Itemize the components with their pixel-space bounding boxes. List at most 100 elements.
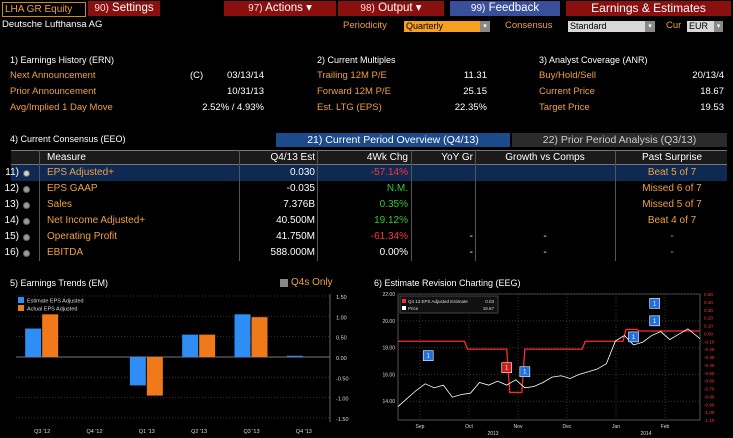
bar xyxy=(146,356,163,396)
column-divider xyxy=(615,150,616,261)
year-label: 2014 xyxy=(640,431,651,436)
actions-button[interactable]: 97) Actions ▾ xyxy=(224,1,336,16)
row-4wk-chg: 0.35% xyxy=(379,199,408,210)
row-radio-icon[interactable] xyxy=(23,202,30,209)
row-estimate: 7.376B xyxy=(283,199,315,210)
left-y-tick-label: 20.00 xyxy=(382,319,395,325)
table-row[interactable]: 16) EBITDA 588.000M 0.00% - - - xyxy=(5,245,727,261)
consensus-title[interactable]: 4) Current Consensus (EEO) xyxy=(10,134,126,144)
right-y-tick-label: -0.20 xyxy=(704,347,715,352)
legend-label: Estimate EPS Adjusted xyxy=(27,299,84,305)
tab-current-period[interactable]: 21) Current Period Overview (Q4/13) xyxy=(276,133,510,147)
legend-swatch xyxy=(18,297,24,303)
legend-box xyxy=(399,295,499,314)
row-radio-icon[interactable] xyxy=(23,170,30,177)
col-growth-comps[interactable]: Growth vs Comps xyxy=(505,152,585,163)
bar xyxy=(251,317,268,357)
ltg-label: Est. LTG (EPS) xyxy=(317,102,382,113)
buy-hold-sell-value: 20/13/4 xyxy=(692,70,724,81)
x-tick-label: Dec xyxy=(563,424,572,430)
row-radio-icon[interactable] xyxy=(23,250,30,257)
row-yoy xyxy=(415,165,473,181)
row-yoy: - xyxy=(469,247,473,258)
col-yoy[interactable]: YoY Gr xyxy=(441,152,473,163)
col-past-surprise[interactable]: Past Surprise xyxy=(641,152,703,163)
row-growth-comps xyxy=(476,165,614,181)
right-y-tick-label: -0.90 xyxy=(704,402,715,407)
row-4wk-chg: 19.12% xyxy=(374,215,408,226)
table-row[interactable]: 14) Net Income Adjusted+ 40.500M 19.12% Beat… xyxy=(5,213,727,229)
y-tick-label: 0.00 xyxy=(336,356,347,362)
row-estimate: 41.750M xyxy=(276,231,315,242)
row-number: 15) xyxy=(4,231,19,242)
col-4wk-chg[interactable]: 4Wk Chg xyxy=(366,152,408,163)
row-measure: Operating Profit xyxy=(47,231,118,242)
output-button-label: Output xyxy=(378,2,413,14)
consensus-select[interactable]: Standard ▾ xyxy=(568,21,655,32)
q4s-only-label: Q4s Only xyxy=(291,277,333,288)
col-est[interactable]: Q4/13 Est xyxy=(270,152,315,163)
row-measure: EBITDA xyxy=(47,247,84,258)
row-number: 13) xyxy=(4,199,19,210)
current-multiples-title[interactable]: 2) Current Multiples xyxy=(317,55,396,65)
bar xyxy=(286,355,303,357)
estimate-revision-chart: 22.00 20.00 18.00 16.00 14.00 0.50 0.40 0.30 0.2… xyxy=(382,292,715,436)
row-radio-icon[interactable] xyxy=(23,186,30,193)
right-y-tick-label: -0.70 xyxy=(704,387,715,392)
revision-marker-label: 1 xyxy=(653,319,657,325)
settings-button[interactable]: 90) Settings xyxy=(88,1,160,16)
row-number: 12) xyxy=(4,183,19,194)
feedback-button[interactable]: 99) Feedback xyxy=(450,1,560,16)
earnings-trends-title[interactable]: 5) Earnings Trends (EM) xyxy=(10,278,109,288)
legend-value: 0.03 xyxy=(485,299,494,304)
bar xyxy=(25,328,42,357)
row-estimate: 0.030 xyxy=(289,167,315,178)
consensus-label: Consensus xyxy=(505,20,553,31)
q4s-only-checkbox[interactable] xyxy=(280,279,288,287)
plot-area xyxy=(397,293,701,421)
tab-prior-period[interactable]: 22) Prior Period Analysis (Q3/13) xyxy=(512,133,727,147)
row-number: 11) xyxy=(5,167,19,178)
right-y-tick-label: -0.80 xyxy=(704,394,715,399)
column-divider xyxy=(317,150,318,261)
table-row[interactable]: 11) EPS Adjusted+ 0.030 -57.14% Beat 5 of 7 xyxy=(5,165,727,181)
col-measure[interactable]: Measure xyxy=(47,152,86,163)
y-tick-label: -0.50 xyxy=(336,376,349,382)
right-y-tick-label: 0.50 xyxy=(704,292,713,297)
row-yoy xyxy=(415,197,473,213)
right-y-tick-label: -0.50 xyxy=(704,371,715,376)
forward-pe-label: Forward 12M P/E xyxy=(317,86,391,97)
feedback-button-label: Feedback xyxy=(488,2,540,14)
cur-select[interactable]: EUR ▾ xyxy=(687,21,723,32)
periodicity-value: Quarterly xyxy=(406,21,444,31)
revision-marker xyxy=(628,331,639,343)
right-y-tick-label: -0.30 xyxy=(704,355,715,360)
row-measure: EPS Adjusted+ xyxy=(47,167,114,178)
analyst-coverage-title[interactable]: 3) Analyst Coverage (ANR) xyxy=(539,55,648,65)
row-measure: Sales xyxy=(47,199,73,210)
row-yoy: - xyxy=(469,231,473,242)
earnings-history-title[interactable]: 1) Earnings History (ERN) xyxy=(10,55,115,65)
output-button-number: 98) xyxy=(360,3,375,14)
revision-marker xyxy=(422,350,434,361)
periodicity-select[interactable]: Quarterly ▾ xyxy=(404,21,490,32)
table-row[interactable]: 13) Sales 7.376B 0.35% Missed 5 of 7 xyxy=(5,197,727,213)
right-y-tick-label: -1.10 xyxy=(704,418,715,423)
row-radio-icon[interactable] xyxy=(23,218,30,225)
settings-button-label: Settings xyxy=(112,2,154,14)
row-radio-icon[interactable] xyxy=(23,234,30,241)
table-row[interactable]: 15) Operating Profit 41.750M -61.34% - - - xyxy=(5,229,727,245)
revision-marker-label: 1 xyxy=(653,301,657,307)
output-button[interactable]: 98) Output ▾ xyxy=(338,1,444,16)
ticker-field[interactable]: LHA GR Equity xyxy=(2,2,86,17)
left-y-tick-label: 14.00 xyxy=(382,399,395,405)
row-4wk-chg: -57.14% xyxy=(370,167,408,178)
row-measure: Net Income Adjusted+ xyxy=(47,215,146,226)
table-row[interactable]: 12) EPS GAAP -0.035 N.M. Missed 6 of 7 xyxy=(5,181,727,197)
chevron-down-icon: ▾ xyxy=(415,2,422,14)
revision-marker xyxy=(649,298,661,309)
column-divider xyxy=(411,150,412,261)
revision-chart-title[interactable]: 6) Estimate Revision Charting (EEG) xyxy=(374,278,521,288)
legend-value: 18.67 xyxy=(483,306,495,311)
trailing-pe-label: Trailing 12M P/E xyxy=(317,70,387,81)
